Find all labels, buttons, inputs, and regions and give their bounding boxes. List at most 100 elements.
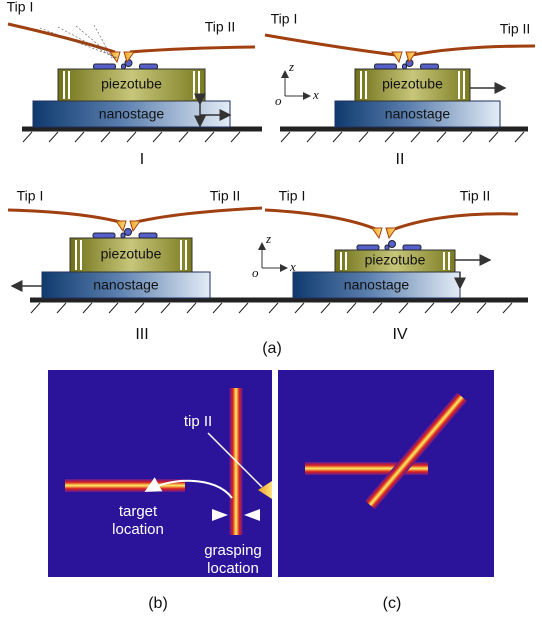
cantilever: [392, 214, 518, 230]
hatch: [373, 303, 382, 313]
nanotube: [94, 64, 116, 69]
hatch: [411, 132, 420, 142]
nanotube: [121, 233, 125, 238]
hatch: [83, 303, 92, 313]
axis-label: o: [252, 265, 259, 280]
nanotube: [421, 64, 439, 69]
stage-label: nanostage: [385, 106, 451, 122]
tip-label: Tip I: [271, 11, 298, 27]
piezo-label: piezotube: [365, 252, 426, 268]
piezo-label: piezotube: [101, 76, 162, 92]
tip-label: Tip II: [205, 19, 236, 35]
nanotube: [403, 245, 421, 250]
hatch: [23, 132, 32, 142]
image-b: tip II target location grasping location: [48, 370, 272, 577]
panel-label: II: [396, 151, 405, 168]
hatch: [437, 132, 446, 142]
tip-label: Tip I: [17, 188, 44, 204]
stage-label: nanostage: [99, 106, 165, 122]
hatch: [321, 303, 330, 313]
nanotube: [140, 64, 158, 69]
nanotube: [385, 245, 389, 250]
caption-b: (b): [148, 595, 168, 612]
tip: [386, 228, 396, 238]
tip-trace: [94, 25, 112, 58]
hatch: [205, 132, 214, 142]
hatch: [57, 303, 66, 313]
cantilever: [136, 208, 262, 222]
figure: nanostagepiezotubeTip ITip IIInanostagep…: [0, 0, 542, 623]
nanotube: [357, 245, 379, 250]
annotation: target: [119, 503, 158, 520]
hatch: [231, 132, 240, 142]
hatch: [295, 303, 304, 313]
hatch: [399, 303, 408, 313]
piezo-label: piezotube: [382, 76, 443, 92]
cantilever: [8, 24, 115, 52]
hatch: [269, 303, 278, 313]
page: nanostagepiezotubeTip ITip IIInanostagep…: [0, 0, 542, 623]
cantilever: [412, 46, 535, 55]
hatch: [239, 303, 248, 313]
nanotube: [139, 233, 157, 238]
tip-trace: [40, 28, 118, 58]
hatch: [359, 132, 368, 142]
image-c: [278, 370, 494, 577]
nanotube: [122, 64, 126, 69]
axis-label: z: [265, 231, 271, 246]
hatch: [307, 132, 316, 142]
hatch: [75, 132, 84, 142]
particle: [389, 241, 396, 248]
tip: [130, 221, 140, 231]
cantilever: [8, 210, 120, 222]
panel-label: III: [135, 326, 148, 343]
tip-label: Tip I: [279, 188, 306, 204]
piezo-label: piezotube: [101, 246, 162, 262]
nanotube: [93, 233, 115, 238]
stage-label: nanostage: [93, 277, 159, 293]
annotation: location: [112, 521, 164, 538]
hatch: [477, 303, 486, 313]
panel-label: I: [140, 151, 144, 168]
panel-label: IV: [392, 326, 407, 343]
stage-label: nanostage: [344, 277, 410, 293]
caption-a: (a): [262, 340, 282, 357]
cantilever: [265, 210, 378, 230]
hatch: [463, 132, 472, 142]
hatch: [127, 132, 136, 142]
annotation: location: [207, 560, 259, 577]
hatch: [187, 303, 196, 313]
annotation: grasping: [204, 542, 262, 559]
tip-label: Tip II: [210, 188, 241, 204]
hatch: [101, 132, 110, 142]
hatch: [281, 132, 290, 142]
nanotube: [375, 64, 397, 69]
tip-label: Tip II: [500, 21, 531, 37]
hatch: [515, 132, 524, 142]
hatch: [135, 303, 144, 313]
hatch: [179, 132, 188, 142]
axis-label: o: [275, 93, 282, 108]
annotation: tip II: [184, 413, 212, 430]
tip: [116, 221, 126, 231]
hatch: [161, 303, 170, 313]
hatch: [31, 303, 40, 313]
cantilever: [130, 47, 255, 52]
hatch: [503, 303, 512, 313]
hatch: [385, 132, 394, 142]
hatch: [153, 132, 162, 142]
tip: [392, 52, 402, 62]
hatch: [451, 303, 460, 313]
axis-label: x: [312, 87, 319, 102]
hatch: [213, 303, 222, 313]
nanotube: [403, 64, 407, 69]
tip-label: Tip I: [7, 0, 34, 15]
axis-label: z: [288, 59, 294, 74]
hatch: [425, 303, 434, 313]
tip: [372, 228, 382, 238]
caption-c: (c): [383, 595, 402, 612]
nanotube: [65, 479, 185, 492]
hatch: [347, 303, 356, 313]
hatch: [49, 132, 58, 142]
